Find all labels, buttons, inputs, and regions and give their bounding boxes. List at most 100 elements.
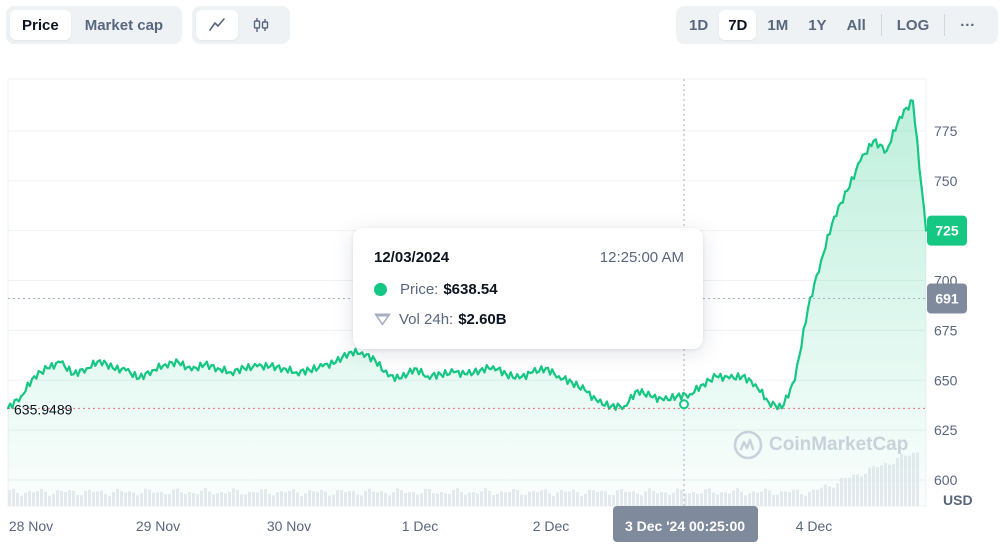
price-segment: [68, 365, 73, 376]
price-segment: [795, 355, 801, 367]
y-tick-label: 650: [934, 372, 958, 388]
open-price-label: 635.9489: [14, 401, 73, 417]
candlestick-chart-button[interactable]: [240, 10, 282, 40]
price-line: [6, 99, 928, 411]
price-segment: [181, 360, 187, 371]
tooltip-date: 12/03/2024: [374, 249, 450, 266]
price-segment: [900, 108, 906, 119]
range-all[interactable]: All: [846, 16, 866, 34]
price-segment: [913, 123, 919, 142]
range-1m[interactable]: 1M: [767, 16, 789, 34]
price-segment: [918, 167, 923, 189]
price-segment: [848, 176, 853, 189]
hover-point: [679, 399, 689, 410]
chart-type-toggle: [192, 6, 290, 44]
price-segment: [787, 387, 792, 399]
price-segment: [28, 377, 34, 388]
price-segment: [894, 121, 899, 132]
price-segment: [223, 365, 228, 375]
price-area: [8, 100, 926, 507]
price-segment: [524, 370, 530, 380]
price-segment: [854, 162, 860, 172]
price-segment: [865, 142, 871, 155]
x-tick-label: 4 Dec: [796, 518, 833, 534]
range-7d[interactable]: 7D: [719, 10, 757, 40]
tooltip-volume-value: $2.60B: [458, 311, 507, 328]
tooltip-price-row: Price: $638.54: [374, 281, 498, 298]
tooltip-time: 12:25:00 AM: [599, 249, 684, 266]
volume-icon: [374, 313, 391, 326]
toolbar-divider: [880, 14, 882, 36]
x-axis: 28 Nov 29 Nov 30 Nov 1 Dec 2 Dec 4 Dec 3 Dec '…: [9, 506, 832, 542]
price-segment: [889, 129, 895, 143]
price-segment: [841, 190, 847, 204]
price-segment: [41, 365, 47, 375]
hover-price-badge: [927, 283, 967, 314]
price-segment: [830, 215, 836, 225]
price-segment: [704, 377, 709, 388]
price-segment: [35, 370, 40, 380]
price-segment: [782, 394, 788, 406]
price-segment: [378, 361, 383, 372]
current-price-badge: [927, 215, 967, 246]
price-segment: [852, 169, 858, 180]
toolbar-divider: [944, 14, 946, 36]
price-segment: [793, 364, 799, 382]
price-segment: [907, 99, 912, 111]
price-segment: [811, 281, 816, 298]
price-segment: [631, 390, 637, 400]
x-tick-label: 29 Nov: [136, 518, 180, 534]
line-chart-button[interactable]: [196, 10, 238, 40]
y-tick-label: 775: [934, 123, 958, 139]
price-segment: [835, 204, 840, 217]
coinmarketcap-watermark: CoinMarketCap: [733, 430, 908, 460]
price-segment: [133, 371, 139, 381]
coinmarketcap-logo-icon: [733, 430, 763, 460]
y-tick-label: 750: [934, 173, 958, 189]
x-tick-label: 1 Dec: [402, 518, 439, 534]
hover-date-badge: [613, 506, 758, 542]
tooltip-volume-row: Vol 24h: $2.60B: [374, 311, 507, 328]
price-segment: [916, 139, 921, 170]
y-tick-label: 625: [934, 422, 958, 438]
price-segment: [922, 205, 928, 232]
x-tick-label: 30 Nov: [267, 518, 311, 534]
current-price-label: 725: [935, 223, 959, 239]
hover-price-label: 691: [935, 290, 959, 306]
price-segment: [760, 388, 766, 401]
hover-date-label: 3 Dec '24 00:25:00: [625, 518, 745, 534]
y-tick-label: 675: [934, 322, 958, 338]
candlestick-icon: [253, 18, 269, 32]
price-segment: [11, 399, 16, 409]
tab-market-cap[interactable]: Market cap: [84, 16, 164, 34]
price-segment: [710, 373, 716, 383]
y-tick-label: 600: [934, 472, 958, 488]
price-segment: [881, 144, 886, 154]
watermark-text: CoinMarketCap: [769, 434, 909, 455]
log-scale-button[interactable]: LOG: [896, 16, 930, 34]
time-range-toggle: 1D 7D 1M 1Y All LOG ···: [676, 6, 998, 44]
price-segment: [806, 296, 812, 310]
y-axis-unit: USD: [943, 492, 973, 508]
range-1y[interactable]: 1Y: [808, 16, 827, 34]
more-options-icon[interactable]: ···: [960, 16, 976, 34]
price-segment: [911, 99, 917, 126]
price-segment: [920, 186, 925, 208]
price-segment: [824, 234, 829, 250]
price-segment: [828, 222, 834, 236]
metric-toggle: Price Market cap: [6, 6, 182, 44]
tooltip-price-value: $638.54: [443, 281, 498, 298]
range-1d[interactable]: 1D: [689, 16, 709, 34]
price-segment: [800, 327, 805, 348]
price-segment: [798, 345, 803, 358]
reference-lines: 635.9489: [8, 79, 926, 506]
tab-price[interactable]: Price: [10, 10, 71, 40]
price-segment: [813, 274, 818, 284]
price-segment: [874, 138, 880, 149]
price-tooltip: 12/03/2024 12:25:00 AM Price: $638.54 Vo…: [353, 228, 703, 349]
tooltip-volume-label: Vol 24h:: [399, 311, 454, 328]
line-chart-icon: [209, 18, 225, 31]
x-tick-label: 28 Nov: [9, 518, 53, 534]
